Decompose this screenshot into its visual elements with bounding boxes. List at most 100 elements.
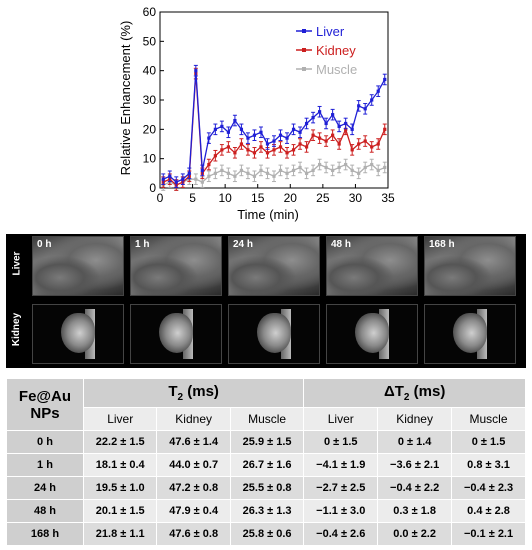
data-point	[246, 136, 250, 140]
table-cell: 25.9 ± 1.5	[229, 430, 305, 454]
data-point	[168, 174, 172, 178]
data-point	[318, 162, 322, 167]
data-point	[324, 165, 328, 170]
liver-mri-image: 48 h	[326, 236, 418, 296]
enhancement-chart: 0 5 10 15 20 25 30 35 0 10 20 30 40 50 60 Relative Enh…	[118, 5, 395, 222]
table-cell: 0 ± 1.4	[377, 430, 453, 454]
table-cell: 26.3 ± 1.3	[229, 499, 305, 523]
table-cell: 19.5 ± 1.0	[82, 476, 158, 500]
time-label: 24 h	[233, 239, 254, 250]
data-point	[383, 77, 387, 82]
data-point	[304, 171, 309, 175]
table-cell: 26.7 ± 1.6	[229, 453, 305, 477]
table-cell: 47.9 ± 0.4	[156, 499, 231, 523]
table-cell: −0.4 ± 2.6	[303, 522, 379, 546]
data-point	[239, 142, 244, 146]
liver-mri-image: 168 h	[424, 236, 516, 296]
column-header: Muscle	[451, 407, 526, 431]
table-cell: 0.4 ± 2.8	[451, 499, 526, 523]
table-row: 48 h 20.1 ± 1.5 47.9 ± 0.4 26.3 ± 1.3 −1.1 ±…	[6, 499, 526, 523]
data-point	[370, 145, 374, 149]
data-point	[324, 139, 328, 143]
table-row: 168 h 21.8 ± 1.1 47.6 ± 0.8 25.8 ± 0.6 −0.4 …	[6, 522, 526, 546]
table-cell: 0.0 ± 2.2	[377, 522, 453, 546]
table-row: 0 h 22.2 ± 1.5 47.6 ± 1.4 25.9 ± 1.5 0 ± 1.5…	[6, 430, 526, 454]
data-point	[350, 148, 354, 152]
data-point	[213, 171, 217, 175]
data-point	[233, 174, 237, 178]
kidney-mri-image	[326, 304, 418, 364]
data-point	[311, 116, 315, 120]
data-point	[291, 168, 296, 172]
table-cell: 25.8 ± 0.6	[229, 522, 305, 546]
table-row: 24 h 19.5 ± 1.0 47.2 ± 0.8 25.5 ± 0.8 −2.7 ±…	[6, 476, 526, 500]
data-point	[376, 89, 380, 93]
data-point	[285, 151, 289, 155]
data-point	[304, 121, 309, 126]
column-header: Kidney	[156, 407, 231, 431]
table-cell: 0.3 ± 1.8	[377, 499, 453, 523]
data-point	[278, 133, 283, 137]
y-tick-label: 50	[143, 34, 157, 48]
data-point	[259, 145, 263, 149]
table-cell: −3.6 ± 2.1	[377, 453, 453, 477]
legend-marker	[302, 48, 306, 52]
data-point	[331, 113, 335, 117]
data-point	[259, 130, 263, 134]
row-label: 0 h	[6, 430, 84, 454]
data-point	[272, 174, 276, 178]
data-point	[363, 107, 367, 111]
x-tick-label: 35	[381, 191, 395, 205]
x-tick-label: 5	[189, 191, 196, 205]
kidney-mri-image	[424, 304, 516, 364]
data-point	[298, 130, 302, 134]
data-point	[239, 168, 244, 172]
column-header: Liver	[303, 407, 379, 431]
data-point	[350, 168, 354, 172]
data-point	[298, 165, 302, 170]
mri-image-panel: Liver Kidney 0 h 1 h 24 h 48 h 168 h	[6, 234, 526, 368]
table-cell: −0.1 ± 2.1	[451, 522, 526, 546]
data-point	[200, 180, 204, 184]
table-cell: 25.5 ± 0.8	[229, 476, 305, 500]
time-label: 48 h	[331, 239, 352, 250]
data-point	[207, 136, 211, 140]
data-point	[344, 127, 348, 131]
data-point	[318, 110, 322, 114]
data-point	[246, 148, 250, 152]
data-point	[291, 148, 296, 152]
x-axis-label: Time (min)	[237, 207, 299, 222]
legend-label: Muscle	[316, 62, 357, 77]
table-corner: Fe@Au NPs	[6, 378, 84, 431]
table-cell: −0.4 ± 2.2	[377, 476, 453, 500]
x-tick-label: 0	[157, 191, 164, 205]
data-point	[357, 171, 361, 175]
time-label: 1 h	[135, 239, 150, 250]
kidney-mri-image	[130, 304, 222, 364]
data-point	[213, 127, 217, 131]
data-point	[174, 180, 178, 184]
data-point	[226, 145, 230, 149]
column-header: Liver	[82, 407, 158, 431]
y-tick-label: 0	[149, 181, 156, 195]
data-point	[363, 139, 367, 143]
data-point	[252, 133, 257, 137]
row-label: 48 h	[6, 499, 84, 523]
column-header: Kidney	[377, 407, 453, 431]
table-cell: 0 ± 1.5	[451, 430, 526, 454]
row-label: 168 h	[6, 522, 84, 546]
data-point	[318, 136, 322, 140]
data-point	[370, 98, 374, 102]
data-point	[265, 142, 270, 146]
data-point	[337, 124, 341, 128]
data-point	[311, 168, 315, 172]
kidney-mri-image	[228, 304, 320, 364]
y-tick-label: 40	[143, 64, 157, 78]
t2-header: T2 (ms)	[82, 378, 305, 408]
legend-marker	[302, 67, 306, 71]
table-row: 1 h 18.1 ± 0.4 44.0 ± 0.7 26.7 ± 1.6 −4.1 ± …	[6, 453, 526, 477]
liver-mri-image: 1 h	[130, 236, 222, 296]
data-point	[357, 142, 361, 146]
data-point	[357, 104, 361, 108]
data-point	[252, 174, 257, 178]
